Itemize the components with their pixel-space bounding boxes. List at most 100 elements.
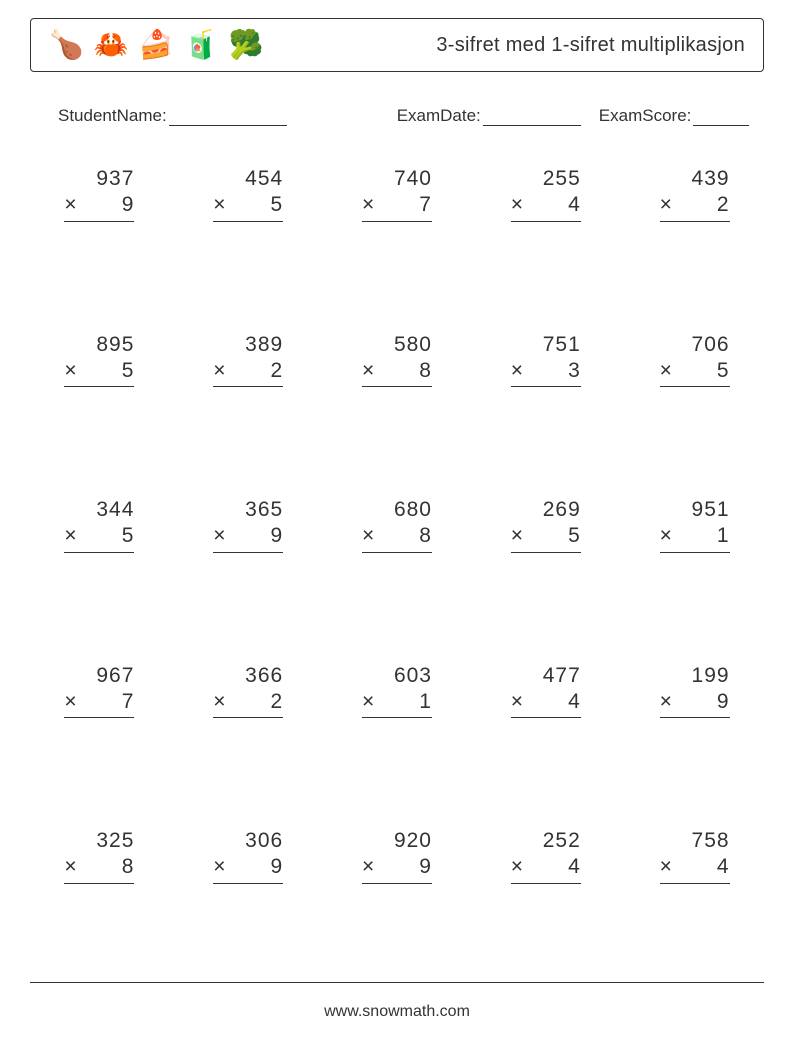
multiplication-stack: 255×4: [511, 166, 581, 222]
problem-cell: 365× 9: [179, 497, 318, 553]
multiplicand: 344: [64, 497, 134, 523]
multiplier-row: ×7: [64, 689, 134, 718]
multiplication-stack: 439×2: [660, 166, 730, 222]
multiplier-row: ×4: [511, 689, 581, 718]
exam-date-label: ExamDate:: [397, 106, 481, 126]
multiplicand: 758: [660, 828, 730, 854]
multiplier-row: ×4: [511, 192, 581, 221]
multiplicand: 269: [511, 497, 581, 523]
multiplicand: 477: [511, 663, 581, 689]
problem-cell: 366×2: [179, 663, 318, 719]
multiplier: 2: [271, 359, 284, 382]
crab-icon: 🦀: [94, 31, 129, 59]
multiplier: 3: [568, 359, 581, 382]
multiplier-row: ×5: [213, 192, 283, 221]
multiplier: 1: [717, 524, 730, 547]
multiplier-row: ×5: [511, 523, 581, 552]
broccoli-icon: 🥦: [229, 31, 264, 59]
problem-cell: 895×5: [30, 332, 169, 388]
multiplier: 2: [271, 690, 284, 713]
problem-cell: 680×8: [328, 497, 467, 553]
multiplier: 8: [419, 524, 432, 547]
footer-text: www.snowmath.com: [0, 1003, 794, 1021]
multiplicand: 751: [511, 332, 581, 358]
student-name-blank[interactable]: [169, 111, 287, 126]
times-icon: ×: [362, 689, 375, 715]
multiplication-stack: 603×1: [362, 663, 432, 719]
times-icon: ×: [64, 358, 77, 384]
exam-score-blank[interactable]: [693, 111, 749, 126]
multiplicand: 454: [213, 166, 283, 192]
times-icon: ×: [660, 358, 673, 384]
exam-date-blank[interactable]: [483, 111, 581, 126]
times-icon: ×: [213, 523, 226, 549]
multiplicand: 325: [64, 828, 134, 854]
multiplicand: 740: [362, 166, 432, 192]
problem-grid: 937×9454×5740×7255×4439×2895×5389×2580×8…: [30, 166, 764, 884]
multiplier: 5: [122, 359, 135, 382]
multiplier: 5: [568, 524, 581, 547]
times-icon: ×: [660, 689, 673, 715]
multiplication-stack: 344× 5: [64, 497, 134, 553]
multiplicand: 680: [362, 497, 432, 523]
footer-rule: [30, 982, 764, 983]
multiplier: 4: [568, 193, 581, 216]
problem-cell: 439×2: [625, 166, 764, 222]
times-icon: ×: [64, 854, 77, 880]
times-icon: ×: [362, 192, 375, 218]
multiplier-row: ×9: [64, 192, 134, 221]
problem-cell: 389×2: [179, 332, 318, 388]
times-icon: ×: [64, 192, 77, 218]
problem-cell: 706×5: [625, 332, 764, 388]
multiplier: 7: [419, 193, 432, 216]
problem-cell: 967×7: [30, 663, 169, 719]
times-icon: ×: [213, 689, 226, 715]
multiplier-row: ×2: [213, 689, 283, 718]
multiplier: 4: [568, 855, 581, 878]
problem-cell: 199×9: [625, 663, 764, 719]
multiplier-row: ×2: [660, 192, 730, 221]
multiplier: 5: [122, 524, 135, 547]
multiplicand: 895: [64, 332, 134, 358]
times-icon: ×: [64, 523, 77, 549]
multiplicand: 252: [511, 828, 581, 854]
multiplier: 9: [271, 855, 284, 878]
multiplier: 9: [122, 193, 135, 216]
problem-cell: 255×4: [476, 166, 615, 222]
multiplication-stack: 269×5: [511, 497, 581, 553]
problem-cell: 252×4: [476, 828, 615, 884]
times-icon: ×: [511, 689, 524, 715]
times-icon: ×: [213, 192, 226, 218]
cake-icon: 🍰: [139, 31, 174, 59]
times-icon: ×: [511, 523, 524, 549]
multiplication-stack: 389×2: [213, 332, 283, 388]
multiplier-row: ×3: [511, 358, 581, 387]
multiplication-stack: 580×8: [362, 332, 432, 388]
multiplier-row: ×2: [213, 358, 283, 387]
multiplier: 9: [271, 524, 284, 547]
worksheet-page: 🍗 🦀 🍰 🧃 🥦 3-sifret med 1-sifret multipli…: [0, 0, 794, 884]
multiplier-row: ×9: [362, 854, 432, 883]
multiplication-stack: 920×9: [362, 828, 432, 884]
multiplier-row: ×9: [213, 854, 283, 883]
problem-cell: 920×9: [328, 828, 467, 884]
multiplication-stack: 199×9: [660, 663, 730, 719]
multiplicand: 603: [362, 663, 432, 689]
multiplier-row: ×1: [362, 689, 432, 718]
student-name-label: StudentName:: [58, 106, 167, 126]
multiplication-stack: 365× 9: [213, 497, 283, 553]
problem-cell: 937×9: [30, 166, 169, 222]
multiplicand: 920: [362, 828, 432, 854]
multiplication-stack: 706×5: [660, 332, 730, 388]
problem-cell: 344× 5: [30, 497, 169, 553]
problem-cell: 454×5: [179, 166, 318, 222]
multiplication-stack: 477×4: [511, 663, 581, 719]
times-icon: ×: [213, 358, 226, 384]
multiplier: 2: [717, 193, 730, 216]
problem-cell: 477×4: [476, 663, 615, 719]
multiplier-row: ×5: [64, 358, 134, 387]
multiplicand: 967: [64, 663, 134, 689]
multiplicand: 365: [213, 497, 283, 523]
multiplier-row: ×5: [660, 358, 730, 387]
student-name-field: StudentName:: [58, 106, 287, 126]
